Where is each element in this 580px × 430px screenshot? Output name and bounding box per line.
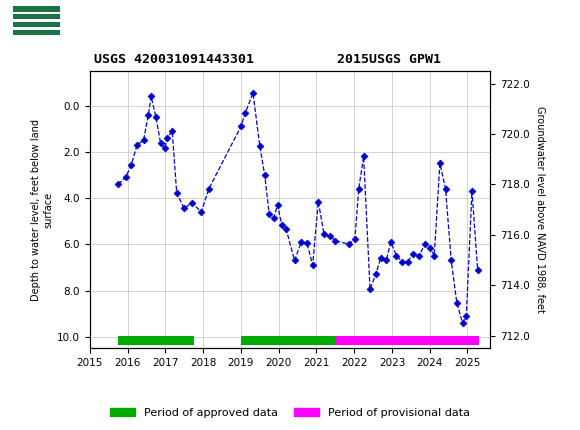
- Bar: [10, 7, 63, 38]
- Bar: [13, 22, 60, 28]
- Bar: [13, 6, 60, 12]
- Bar: [13, 30, 60, 35]
- Legend: Period of approved data, Period of provisional data: Period of approved data, Period of provi…: [106, 403, 474, 422]
- Y-axis label: Groundwater level above NAVD 1988, feet: Groundwater level above NAVD 1988, feet: [535, 106, 545, 313]
- Y-axis label: Depth to water level, feet below land
surface: Depth to water level, feet below land su…: [31, 119, 53, 301]
- Text: USGS: USGS: [70, 15, 117, 30]
- Text: USGS 420031091443301: USGS 420031091443301: [94, 53, 254, 66]
- Bar: [13, 14, 60, 19]
- Text: 2015USGS GPW1: 2015USGS GPW1: [336, 53, 441, 66]
